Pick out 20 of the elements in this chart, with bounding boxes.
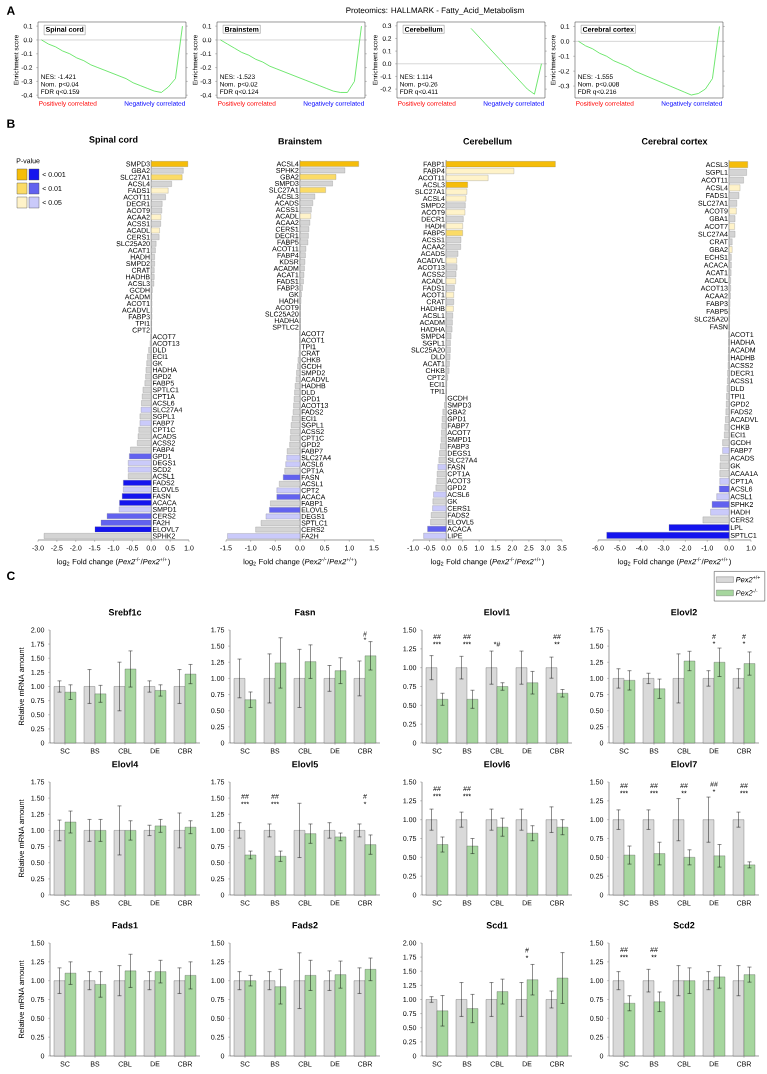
chart-title: Cerebral cortex [641, 137, 708, 145]
chart-title: Elovl5 [292, 760, 318, 768]
chart-title: Elovl6 [484, 760, 510, 768]
text: C [7, 571, 15, 581]
chart-title: Elovl7 [671, 760, 697, 768]
chart-title: Elovl2 [671, 608, 697, 616]
chart-title: Scd1 [486, 921, 508, 929]
chart-title: Srebf1c [108, 608, 142, 616]
chart-title: Fads1 [112, 921, 138, 929]
chart-title: Elovl1 [484, 608, 510, 616]
chart-title: Elovl4 [112, 760, 139, 768]
chart-title: Scd2 [673, 921, 695, 929]
chart-title: Spinal cord [89, 136, 138, 145]
text: B [7, 119, 15, 128]
chart-title: Fasn [295, 609, 315, 616]
chart-title: Fads2 [292, 921, 318, 929]
chart-title: Brainstem [278, 137, 322, 145]
chart-title: Cerebellum [463, 137, 512, 145]
text: A [6, 6, 15, 15]
text: Proteomics: HALLMARK - Fatty_Acid_Metabolism [346, 7, 524, 15]
